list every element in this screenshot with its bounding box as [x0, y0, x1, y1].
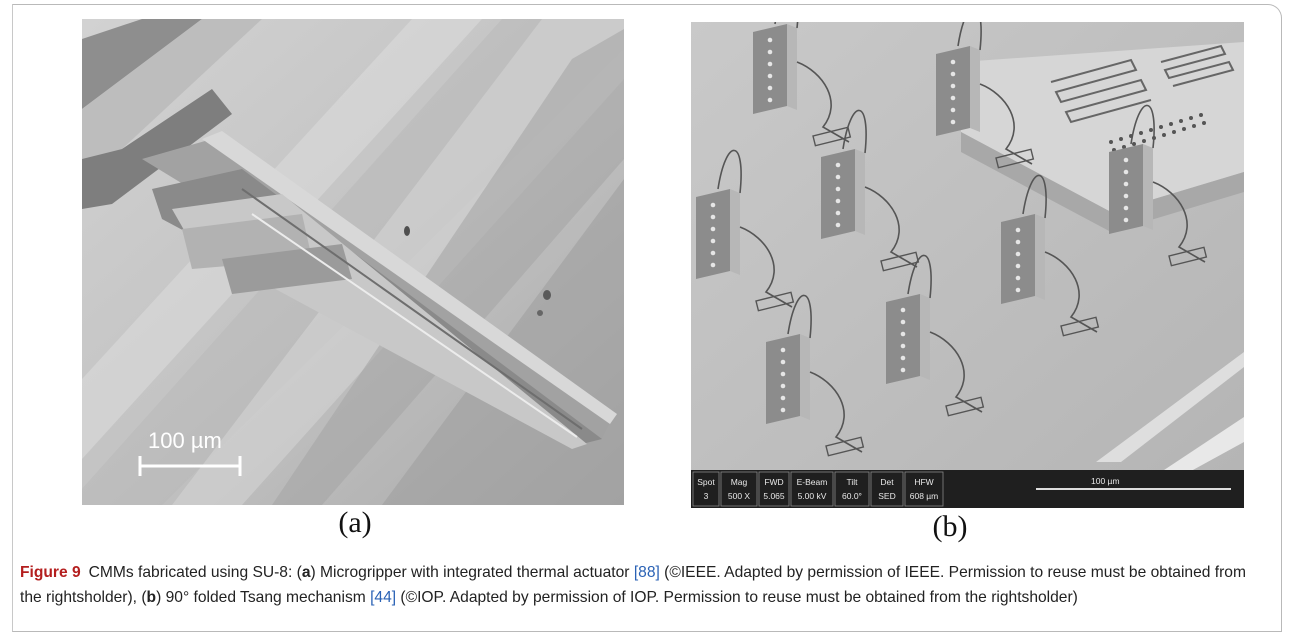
hud-cell-value: 3 [704, 491, 709, 501]
hud-cell-value: 500 X [728, 491, 751, 501]
hud-cell [834, 471, 870, 507]
hud-cell-value: 5.065 [763, 491, 785, 501]
sem-image-tsang-mechanism: Spot 3 Mag 500 X FWD 5.065 E-Beam 5.00 kV Tilt 60… [691, 22, 1244, 508]
hud-cell-label: Spot [697, 477, 715, 487]
hud-cell [904, 471, 944, 507]
hud-cell-label: Mag [731, 477, 748, 487]
caption-letter-b: b [146, 589, 157, 606]
hud-cell [758, 471, 790, 507]
hud-scale-label: 100 µm [1091, 476, 1120, 486]
figure-caption: Figure 9 CMMs fabricated using SU-8: (a) … [20, 560, 1270, 610]
caption-lead: CMMs fabricated using SU-8: ( [88, 564, 302, 581]
panel-label-b: (b) [932, 510, 968, 543]
hud-cell-label: Det [880, 477, 894, 487]
scale-bar [138, 456, 242, 476]
caption-rights-a: (©IEEE. Adapted by permission of IEEE. P… [20, 564, 1246, 606]
reference-link-44[interactable]: [44] [370, 589, 397, 606]
figure-number: Figure 9 [20, 564, 81, 581]
hud-cell [692, 471, 720, 507]
hud-cell-label: Tilt [846, 477, 858, 487]
caption-text-a: ) Microgripper with integrated thermal a… [310, 564, 634, 581]
caption-letter-a: a [301, 564, 311, 581]
hud-cell-value: 60.0° [842, 491, 862, 501]
caption-rights-b: (©IOP. Adapted by permission of IOP. Per… [396, 589, 1078, 606]
sem-image-microgripper: 100 µm [82, 19, 624, 505]
reference-link-88[interactable]: [88] [633, 564, 660, 581]
hud-cell-value: 608 µm [910, 491, 939, 501]
hud-cell [870, 471, 904, 507]
hud-cell-label: E-Beam [797, 477, 828, 487]
hud-cell-value: 5.00 kV [798, 491, 827, 501]
hud-cell-label: FWD [764, 477, 783, 487]
hud-cell [720, 471, 758, 507]
sem-info-bar: Spot 3 Mag 500 X FWD 5.065 E-Beam 5.00 kV Tilt 60… [692, 471, 944, 507]
hud-cell [790, 471, 834, 507]
hud-cell-label: HFW [914, 477, 933, 487]
caption-text-b: ) 90° folded Tsang mechanism [156, 589, 371, 606]
figure-frame [12, 4, 1282, 632]
panel-label-a: (a) [338, 506, 372, 539]
scale-bar-label: 100 µm [148, 428, 222, 453]
hud-cell-value: SED [878, 491, 895, 501]
